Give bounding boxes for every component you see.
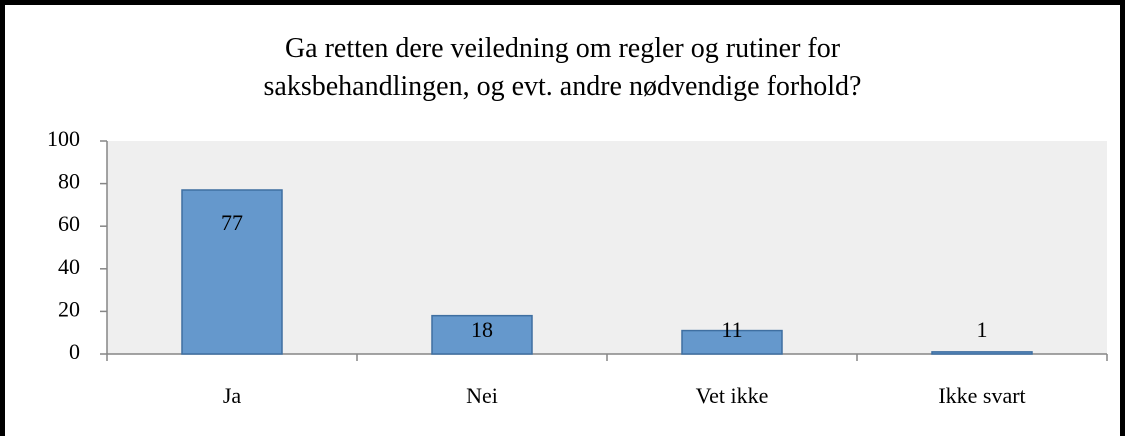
data-label: 77	[221, 210, 243, 235]
x-tick-label: Vet ikke	[696, 383, 769, 408]
x-tick-label: Ikke svart	[938, 383, 1025, 408]
y-tick-label: 100	[47, 126, 80, 151]
x-tick-label: Ja	[223, 383, 242, 408]
data-label: 18	[471, 317, 493, 342]
data-label: 1	[977, 317, 988, 342]
bar	[181, 189, 283, 355]
y-tick-label: 40	[58, 254, 80, 279]
bar	[681, 329, 783, 355]
title-box: Ga retten dere veiledning om regler og r…	[0, 30, 1125, 106]
bar	[931, 351, 1033, 355]
x-tick-label: Nei	[466, 383, 498, 408]
y-tick-label: 0	[69, 339, 80, 364]
data-label: 11	[721, 317, 742, 342]
chart-title: Ga retten dere veiledning om regler og r…	[263, 33, 862, 102]
y-tick-label: 60	[58, 211, 80, 236]
y-tick-label: 20	[58, 296, 80, 321]
bar	[431, 314, 533, 355]
y-tick-label: 80	[58, 169, 80, 194]
